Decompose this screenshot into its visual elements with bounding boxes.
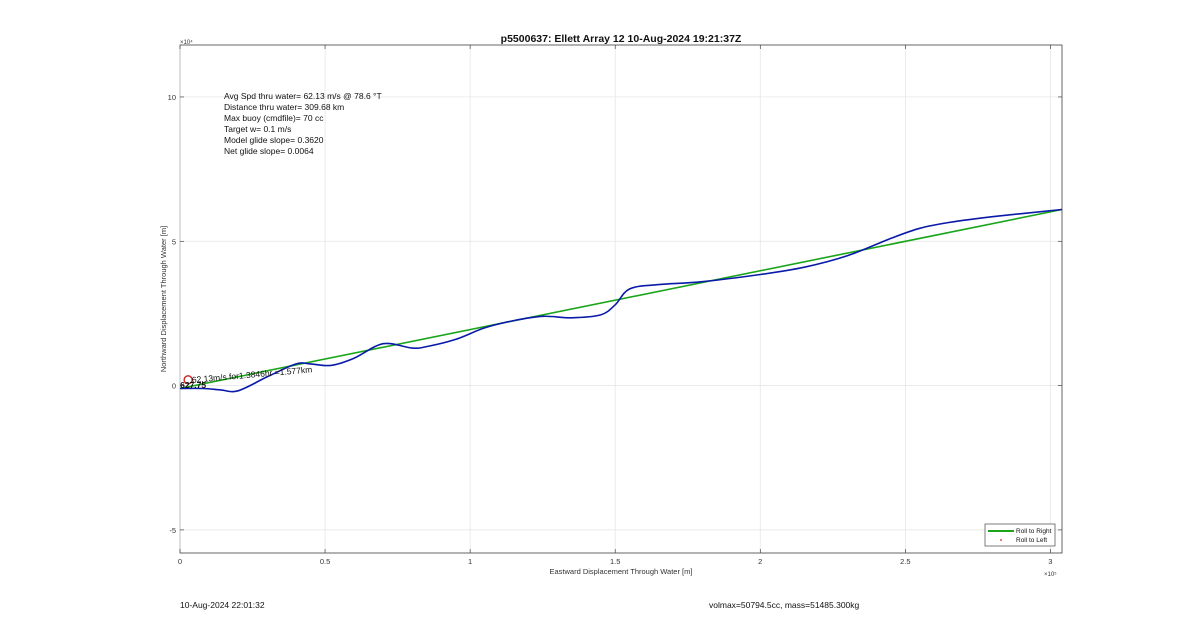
series-group bbox=[179, 208, 1063, 393]
stats-line-distance: Distance thru water= 309.68 km bbox=[224, 102, 344, 112]
legend-swatch-roll-left bbox=[1000, 539, 1002, 541]
footer-vol-mass: volmax=50794.5cc, mass=51485.300kg bbox=[709, 600, 860, 610]
x-tick-label: 2 bbox=[758, 557, 762, 566]
legend-label-roll-right: Roll to Right bbox=[1016, 528, 1052, 535]
stats-line-model-glide: Model glide slope= 0.3620 bbox=[224, 135, 324, 145]
x-tick-label: 2.5 bbox=[900, 557, 910, 566]
x-axis-label: Eastward Displacement Through Water [m] bbox=[550, 567, 693, 576]
x-tick-label: 3 bbox=[1048, 557, 1052, 566]
x-tick-label: 1.5 bbox=[610, 557, 620, 566]
chart-title: p5500637: Ellett Array 12 10-Aug-2024 19… bbox=[501, 33, 742, 45]
stats-line-target-w: Target w= 0.1 m/s bbox=[224, 124, 291, 134]
y-tick-label: 10 bbox=[168, 93, 176, 102]
stats-line-net-glide: Net glide slope= 0.0064 bbox=[224, 146, 314, 156]
y-axis-label: Northward Displacement Through Water [m] bbox=[159, 226, 168, 372]
y-tick-label: -5 bbox=[169, 526, 176, 535]
stats-line-speed: Avg Spd thru water= 62.13 m/s @ 78.6 °T bbox=[224, 91, 382, 101]
x-tick-label: 0.5 bbox=[320, 557, 330, 566]
footer-timestamp: 10-Aug-2024 22:01:32 bbox=[180, 600, 265, 610]
legend: Roll to Right Roll to Left bbox=[984, 523, 1056, 547]
x-exponent-label: ×10⁵ bbox=[1044, 571, 1057, 578]
y-tick-label: 5 bbox=[172, 237, 176, 246]
x-tick-label: 0 bbox=[178, 557, 182, 566]
start-point-marker bbox=[183, 375, 193, 385]
legend-box bbox=[984, 523, 1056, 547]
start-point-label: 627.75 bbox=[180, 380, 206, 390]
stats-line-max-buoy: Max buoy (cmdfile)= 70 cc bbox=[224, 113, 324, 123]
y-exponent-label: ×10⁴ bbox=[180, 39, 193, 46]
legend-label-roll-left: Roll to Left bbox=[1016, 537, 1047, 544]
tick-labels: 0 0.5 1 1.5 2 2.5 3 -5 0 5 10 bbox=[168, 45, 1062, 566]
x-tick-label: 1 bbox=[468, 557, 472, 566]
stats-block: Avg Spd thru water= 62.13 m/s @ 78.6 °T … bbox=[224, 91, 382, 156]
series-roll-to-right-line bbox=[179, 208, 1063, 390]
grid-lines bbox=[179, 45, 1062, 553]
y-tick-label: 0 bbox=[172, 382, 176, 391]
series-track-line bbox=[179, 208, 1063, 393]
